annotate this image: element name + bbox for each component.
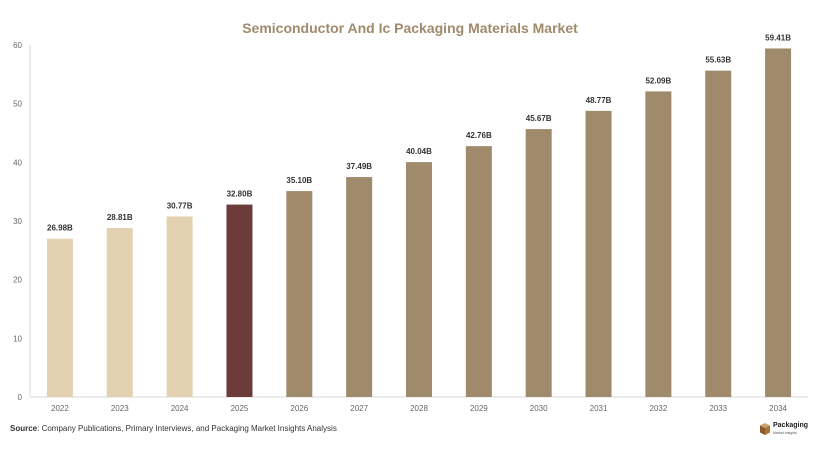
y-tick-label: 20 [13,276,22,285]
y-tick-label: 40 [13,158,22,167]
source-note: Source: Company Publications, Primary In… [10,424,337,433]
bar-2022 [46,238,73,397]
bar-2028 [406,162,432,397]
box-icon [760,423,770,435]
bar-2031 [585,110,612,398]
x-tick-label: 2028 [410,404,428,413]
chart-data-labels: 26.98B 28.81B 30.77B 32.80B 35.10B 37.49B 40.0… [47,33,791,232]
x-tick-label: 2031 [590,404,608,413]
data-label: 55.63B [705,56,731,65]
x-tick-label: 2030 [530,404,548,413]
y-tick-label: 0 [18,393,23,402]
chart-title: Semiconductor And Ic Packaging Materials… [242,20,578,36]
y-tick-label: 50 [13,100,22,109]
bar-2032 [645,91,672,397]
data-label: 32.80B [227,190,253,199]
bar-2026 [286,191,313,397]
bar-2033 [705,70,732,398]
bar-2025 [226,204,253,397]
chart-bars [46,48,792,398]
y-tick-label: 30 [13,217,22,226]
bar-2027 [346,177,373,397]
y-tick-label: 10 [13,334,22,343]
bar-2030 [525,129,552,397]
data-label: 28.81B [107,213,133,222]
x-tick-label: 2022 [51,404,69,413]
data-label: 30.77B [167,201,193,210]
bar-2029 [465,146,492,397]
x-tick-label: 2023 [111,404,129,413]
bar-2024 [166,216,193,397]
data-label: 52.09B [645,76,671,85]
x-tick-label: 2024 [171,404,189,413]
source-text: : Company Publications, Primary Intervie… [37,424,337,433]
data-label: 45.67B [526,114,552,123]
x-tick-label: 2027 [350,404,368,413]
x-tick-label: 2032 [649,404,667,413]
x-tick-label: 2033 [709,404,727,413]
data-label: 48.77B [586,96,612,105]
data-label: 35.10B [286,176,312,185]
data-label: 40.04B [406,147,432,156]
data-label: 42.76B [466,131,492,140]
x-tick-label: 2025 [231,404,249,413]
y-tick-label: 60 [13,41,22,50]
logo-subtitle: Market Insights [773,431,797,435]
x-tick-label: 2029 [470,404,488,413]
source-label: Source [10,424,38,433]
logo-title: Packaging [773,422,809,429]
data-label: 26.98B [47,224,73,233]
data-label: 59.41B [765,33,791,42]
brand-logo: Packaging Market Insights [760,420,816,440]
data-label: 37.49B [346,162,372,171]
x-tick-label: 2026 [290,404,308,413]
bar-2023 [106,227,133,397]
bar-2034 [765,48,792,397]
x-tick-label: 2034 [769,404,787,413]
